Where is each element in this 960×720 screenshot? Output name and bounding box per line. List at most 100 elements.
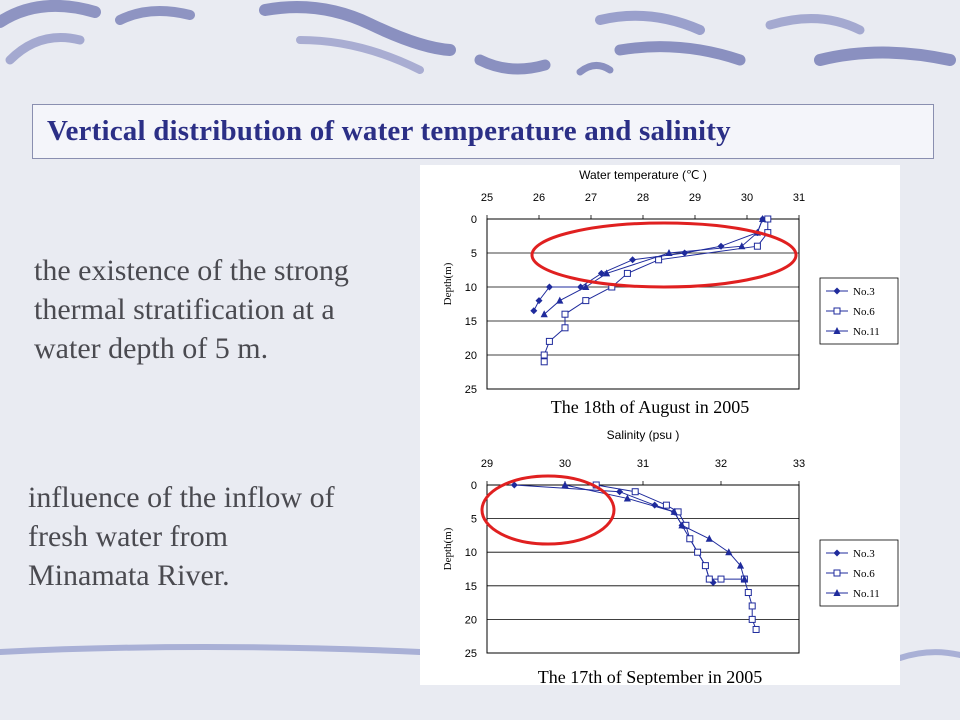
data-point-No.11 [759,215,767,222]
x-tick-label: 27 [585,192,597,204]
x-axis-title: Salinity (psu ) [607,428,680,442]
paragraph1-line3: water depth of 5 m. [34,332,269,365]
y-tick-label: 10 [465,282,477,294]
slide-title-box: Vertical distribution of water temperatu… [32,104,934,159]
x-tick-label: 29 [689,192,701,204]
data-point-No.6 [631,488,639,496]
legend-label-No.11: No.11 [853,588,880,600]
y-tick-label: 20 [465,350,477,362]
paragraph2-line3: Minamata River. [28,559,230,592]
temperature-chart: Water temperature (℃ ) 25 26 27 28 29 30 31 0 5 10… [442,168,899,417]
data-point-No.6 [752,625,760,633]
slide-title: Vertical distribution of water temperatu… [47,115,731,147]
x-tick-label: 33 [793,458,805,470]
data-point-No.6 [561,310,569,318]
data-point-No.6 [705,575,713,583]
paragraph-thermal-stratification: the existence of the strong thermal stra… [34,251,434,368]
data-point-No.11 [740,575,748,583]
data-point-No.3 [629,256,637,264]
data-point-No.6 [545,337,553,345]
data-point-No.6 [686,535,694,543]
legend-label-No.3: No.3 [853,548,875,560]
top-decorative-brush-strokes [0,0,956,76]
legend-marker-No.6 [833,569,841,577]
data-point-No.11 [670,507,678,515]
highlight-ellipse [530,221,798,289]
x-tick-label: 30 [741,192,753,204]
data-point-No.3 [545,283,553,291]
legend-label-No.11: No.11 [853,326,880,338]
x-tick-label: 29 [481,458,493,470]
y-tick-label: 15 [465,581,477,593]
y-axis-title: Depth(m) [442,262,454,305]
data-point-No.11 [556,296,564,304]
data-point-No.6 [694,548,702,556]
temperature-chart-panel: Water temperature (℃ ) 25 26 27 28 29 30 31 0 5 10… [420,165,900,425]
data-point-No.6 [540,351,548,359]
series-line-No.11 [564,484,745,580]
legend-marker-No.3 [833,549,841,557]
legend-label-No.3: No.3 [853,286,875,298]
data-point-No.3 [535,297,543,305]
y-tick-label: 0 [471,480,477,492]
chart-caption: The 18th of August in 2005 [551,397,750,417]
data-point-No.3 [616,488,624,496]
data-point-No.11 [582,283,590,290]
data-point-No.11 [738,242,746,250]
paragraph2-line1: influence of the inflow of [28,481,335,514]
data-point-No.11 [623,494,631,502]
data-point-No.11 [736,561,745,569]
data-point-No.6 [744,589,752,597]
y-tick-label: 10 [465,547,477,559]
y-tick-label: 15 [465,316,477,328]
data-point-No.3 [597,269,605,277]
legend-marker-No.3 [833,287,841,295]
paragraph-freshwater-inflow: influence of the inflow of fresh water f… [28,478,428,595]
chart-caption: The 17th of September in 2005 [538,667,762,685]
data-point-No.6 [701,562,709,570]
data-point-No.6 [662,501,670,509]
data-point-No.11 [561,481,569,488]
legend-marker-No.11 [833,327,841,334]
series-line-No.3 [533,218,764,312]
x-tick-label: 31 [793,192,805,204]
salinity-chart-panel: Salinity (psu ) 29 30 31 32 33 0 5 10 15 20 25 Depth… [420,425,900,685]
data-point-No.6 [655,256,663,264]
data-point-No.3 [530,307,538,315]
plot-area [486,218,800,390]
y-tick-label: 0 [471,214,477,226]
y-tick-label: 5 [471,514,477,526]
data-point-No.6 [540,358,548,366]
data-point-No.11 [705,534,713,542]
y-tick-label: 25 [465,648,477,660]
data-point-No.6 [748,615,756,623]
y-tick-label: 5 [471,248,477,260]
data-point-No.3 [510,481,518,489]
x-tick-label: 32 [715,458,727,470]
data-point-No.11 [540,310,548,318]
legend-label-No.6: No.6 [853,306,875,318]
data-point-No.6 [582,297,590,305]
paragraph2-line2: fresh water from [28,520,228,553]
x-tick-label: 31 [637,458,649,470]
data-point-No.6 [561,324,569,332]
legend-label-No.6: No.6 [853,568,875,580]
paragraph1-line2: thermal stratification at a [34,293,335,326]
x-tick-label: 25 [481,192,493,204]
data-point-No.6 [764,215,772,223]
data-point-No.3 [651,501,659,509]
highlight-ellipse [480,474,616,546]
y-tick-label: 20 [465,614,477,626]
data-point-No.6 [748,602,756,610]
data-point-No.6 [717,575,725,583]
y-tick-label: 25 [465,384,477,396]
x-tick-label: 30 [559,458,571,470]
x-tick-label: 28 [637,192,649,204]
data-point-No.11 [678,521,686,529]
data-point-No.6 [753,242,761,250]
paragraph1-line1: the existence of the strong [34,254,349,287]
data-point-No.11 [725,548,733,556]
data-point-No.6 [623,269,631,277]
bottom-decorative-brush-strokes [0,644,960,661]
